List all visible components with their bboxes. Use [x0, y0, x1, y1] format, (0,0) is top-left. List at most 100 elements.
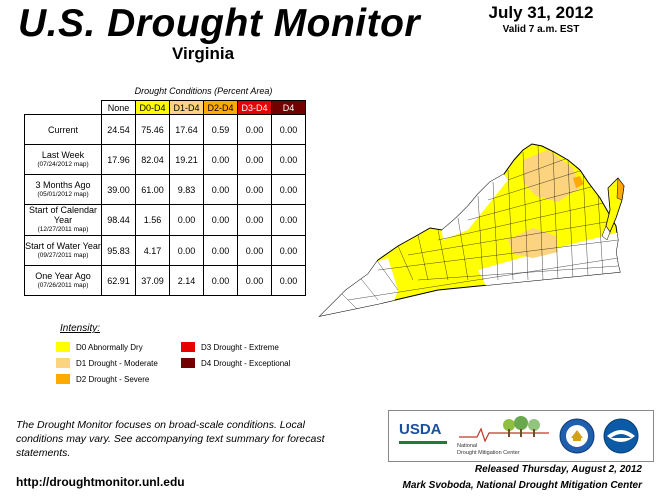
- map-date: July 31, 2012: [488, 3, 594, 22]
- table-cell: 0.00: [271, 204, 306, 236]
- col-header-d2-d4: D2-D4: [203, 100, 238, 115]
- row-label-text: 3 Months Ago: [35, 179, 91, 190]
- map-region-none-southwest: [320, 258, 398, 316]
- disclaimer-text: The Drought Monitor focuses on broad-sca…: [16, 419, 325, 459]
- legend-label-d3: D3 Drought - Extreme: [201, 343, 279, 352]
- row-label-date: (12/27/2011 map): [37, 226, 89, 233]
- map-eastern-shore-d1: [616, 177, 625, 201]
- legend-label-d1: D1 Drought - Moderate: [76, 359, 158, 368]
- map-region-d1-central: [508, 228, 558, 258]
- table-cell: 95.83: [101, 235, 136, 266]
- row-label: Start of Water Year (09/27/2011 map): [24, 235, 102, 266]
- row-label-date: (09/27/2011 map): [37, 251, 89, 259]
- table-cell: 98.44: [101, 204, 136, 236]
- page-title: U.S. Drought Monitor: [18, 2, 421, 45]
- ndmc-line2: Drought Mitigation Center: [457, 450, 520, 456]
- map-region-d2: [573, 176, 584, 188]
- virginia-drought-map: [318, 143, 625, 317]
- row-label: Last Week (07/24/2012 map): [24, 144, 102, 175]
- table-row: One Year Ago (07/26/2011 map) 62.91 37.09 2.…: [24, 265, 306, 296]
- table-row: 3 Months Ago (05/01/2012 map) 39.00 61.00 9.…: [24, 174, 306, 205]
- col-header-none: None: [101, 100, 136, 115]
- legend-swatch-d1: [56, 358, 70, 368]
- map-region-none-south: [478, 250, 548, 290]
- legend-label-d0: D0 Abnormally Dry: [76, 343, 143, 352]
- table-cell: 0.00: [271, 235, 306, 266]
- legend-swatch-d4: [181, 358, 195, 368]
- row-label-text: Current: [47, 124, 78, 135]
- table-cell: 0.00: [169, 235, 204, 266]
- valid-time: Valid 7 a.m. EST: [502, 24, 580, 35]
- map-county-lines: [337, 145, 619, 311]
- map-region-d1-north: [523, 150, 580, 202]
- table-cell: 61.00: [135, 174, 170, 205]
- map-eastern-shore-tip: [601, 225, 611, 241]
- table-body: Current 24.54 75.46 17.64 0.59 0.00 0.00 Last W…: [24, 114, 306, 296]
- table-cell: 0.00: [203, 144, 238, 175]
- table-cell: 0.59: [203, 114, 238, 145]
- table-row: Start of Water Year (09/27/2011 map) 95.83…: [24, 235, 306, 266]
- drought-conditions-table: None D0-D4 D1-D4 D2-D4 D3-D4 D4 Current 2…: [24, 100, 306, 296]
- row-label-text: Start of Water Year: [25, 240, 101, 251]
- table-cell: 2.14: [169, 265, 204, 296]
- table-cell: 17.96: [101, 144, 136, 175]
- table-cell: 75.46: [135, 114, 170, 145]
- table-cell: 37.09: [135, 265, 170, 296]
- table-row: Last Week (07/24/2012 map) 17.96 82.04 19.21…: [24, 144, 306, 175]
- row-label-text: One Year Ago: [35, 270, 91, 281]
- table-cell: 0.00: [237, 114, 272, 145]
- row-label-date: (07/24/2012 map): [37, 160, 89, 168]
- legend-label-d4: D4 Drought - Exceptional: [201, 359, 291, 368]
- partner-logos: USDA National Drought Mitigation Center: [388, 410, 654, 462]
- release-date: Released Thursday, August 2, 2012: [474, 464, 642, 475]
- table-cell: 1.56: [135, 204, 170, 236]
- website-link[interactable]: http://droughtmonitor.unl.edu: [16, 475, 185, 489]
- table-cell: 0.00: [203, 265, 238, 296]
- row-label: Current: [24, 114, 102, 145]
- legend-swatch-d0: [56, 342, 70, 352]
- row-label: Start of Calendar Year (12/27/2011 map): [24, 204, 102, 236]
- table-cell: 17.64: [169, 114, 204, 145]
- map-region-none-southeast: [548, 230, 620, 280]
- table-cell: 0.00: [169, 204, 204, 236]
- table-cell: 0.00: [237, 204, 272, 236]
- legend-title: Intensity:: [60, 323, 101, 334]
- ndmc-trees-icon: [459, 416, 549, 443]
- legend-swatch-d2: [56, 374, 70, 384]
- author-credit: Mark Svoboda, National Drought Mitigatio…: [402, 480, 642, 491]
- table-row: Start of Calendar Year (12/27/2011 map) 98…: [24, 204, 306, 236]
- usda-logo-stripe: [399, 441, 447, 444]
- col-header-d0-d4: D0-D4: [135, 100, 170, 115]
- table-cell: 0.00: [237, 174, 272, 205]
- table-row: Current 24.54 75.46 17.64 0.59 0.00 0.00: [24, 114, 306, 145]
- state-name: Virginia: [172, 44, 235, 63]
- table-cell: 0.00: [271, 265, 306, 296]
- table-cell: 0.00: [271, 174, 306, 205]
- col-header-d1-d4: D1-D4: [169, 100, 204, 115]
- table-corner: [25, 101, 102, 115]
- row-label-date: (05/01/2012 map): [37, 190, 89, 198]
- table-cell: 0.00: [271, 144, 306, 175]
- col-header-d3-d4: D3-D4: [237, 100, 272, 115]
- table-caption: Drought Conditions (Percent Area): [134, 86, 273, 96]
- legend-swatch-d3: [181, 342, 195, 352]
- row-label-text: Start of Calendar Year: [28, 205, 98, 225]
- row-label-date: (07/26/2011 map): [37, 281, 89, 289]
- table-header-row: None D0-D4 D1-D4 D2-D4 D3-D4 D4: [25, 100, 306, 115]
- legend-label-d2: D2 Drought - Severe: [76, 375, 150, 384]
- ndmc-logo: National Drought Mitigation Center: [457, 415, 553, 457]
- col-header-d4: D4: [271, 100, 306, 115]
- noaa-logo-icon: [603, 418, 639, 454]
- table-cell: 0.00: [271, 114, 306, 145]
- row-label-text: Last Week: [41, 149, 85, 160]
- usda-logo: USDA: [399, 419, 451, 451]
- table-cell: 82.04: [135, 144, 170, 175]
- row-label: 3 Months Ago (05/01/2012 map): [24, 174, 102, 205]
- table-cell: 0.00: [203, 174, 238, 205]
- ndmc-line1: National: [457, 443, 478, 449]
- table-cell: 0.00: [237, 265, 272, 296]
- row-label: One Year Ago (07/26/2011 map): [24, 265, 102, 296]
- table-cell: 39.00: [101, 174, 136, 205]
- table-cell: 24.54: [101, 114, 136, 145]
- table-cell: 0.00: [237, 235, 272, 266]
